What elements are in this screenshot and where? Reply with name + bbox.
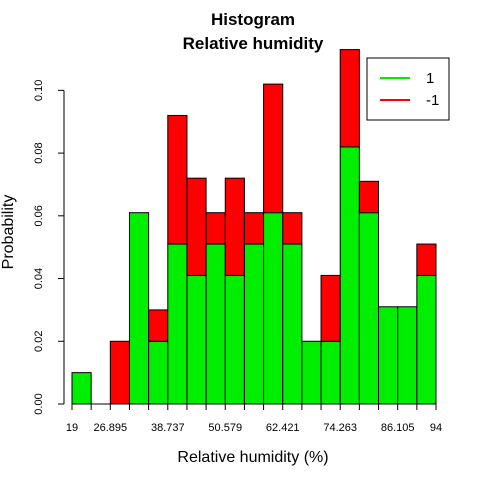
bar-series-0-bin-8 — [224, 274, 245, 405]
y-tick-label: 0.02 — [33, 331, 45, 352]
y-tick-label: 0.10 — [33, 80, 45, 101]
bar-series-1-bin-4 — [148, 309, 169, 342]
x-tick-label: 19 — [66, 422, 78, 434]
x-tick-label: 86.105 — [381, 422, 415, 434]
chart-title: Histogram — [211, 10, 295, 29]
x-axis: 19 26.895 38.737 50.579 62.421 74.263 86.105 94 — [66, 403, 442, 434]
bar-series-1-bin-14 — [339, 49, 360, 148]
bar-series-1-bin-8 — [224, 177, 245, 276]
bar-series-1-bin-11 — [282, 212, 303, 245]
x-axis-label: Relative humidity (%) — [177, 449, 328, 466]
bar-series-0-bin-4 — [148, 340, 169, 405]
legend-label: -1 — [426, 92, 439, 109]
y-tick-label: 0.04 — [33, 268, 45, 289]
x-tick-label: 26.895 — [93, 422, 127, 434]
legend-box — [366, 57, 450, 121]
bars-group — [71, 49, 437, 405]
legend: 1-1 — [366, 57, 450, 121]
bar-series-0-bin-6 — [186, 274, 207, 405]
x-tick-label: 74.263 — [323, 422, 357, 434]
bar-series-1-bin-10 — [263, 83, 284, 214]
y-axis: 0.00 0.02 0.04 0.06 0.08 0.10 — [33, 80, 65, 415]
legend-label: 1 — [426, 70, 434, 87]
bar-series-1-bin-18 — [416, 243, 437, 276]
x-tick-label: 38.737 — [151, 422, 185, 434]
bar-series-1-bin-6 — [186, 177, 207, 276]
bar-series-0-bin-10 — [263, 212, 284, 405]
bar-series-1-bin-15 — [358, 180, 380, 214]
bar-series-0-bin-13 — [320, 340, 341, 405]
x-tick-label: 62.421 — [266, 422, 300, 434]
bar-series-1-bin-13 — [320, 274, 341, 342]
y-tick-label: 0.06 — [33, 205, 45, 226]
y-tick-label: 0.08 — [33, 142, 45, 163]
bar-series-0-bin-5 — [167, 243, 188, 405]
bar-series-1-bin-2 — [109, 340, 130, 405]
bar-series-0-bin-18 — [416, 274, 437, 405]
bar-series-1-bin-5 — [167, 114, 188, 245]
y-tick-label: 0.00 — [33, 393, 45, 414]
bar-series-0-bin-15 — [358, 212, 380, 405]
bar-series-0-bin-12 — [301, 340, 322, 405]
bar-series-0-bin-3 — [128, 212, 150, 405]
bar-series-1-bin-7 — [205, 212, 226, 245]
bar-series-0-bin-7 — [205, 243, 226, 405]
bar-series-0-bin-9 — [243, 243, 265, 405]
bar-series-0-bin-17 — [397, 306, 418, 405]
bar-series-0-bin-16 — [378, 306, 399, 405]
x-tick-label: 94 — [430, 422, 442, 434]
chart-subtitle: Relative humidity — [183, 34, 324, 53]
y-axis-label: Probability — [0, 195, 17, 270]
bar-series-0-bin-0 — [71, 372, 92, 405]
bar-series-0-bin-14 — [339, 146, 360, 405]
bar-series-1-bin-9 — [243, 212, 265, 245]
x-tick-label: 50.579 — [208, 422, 242, 434]
bar-series-0-bin-11 — [282, 243, 303, 405]
